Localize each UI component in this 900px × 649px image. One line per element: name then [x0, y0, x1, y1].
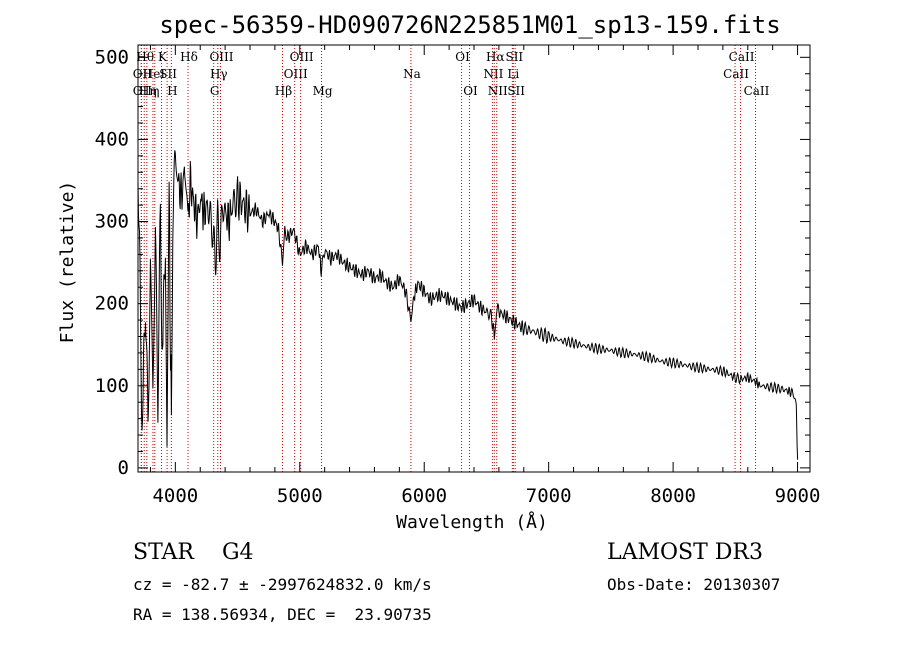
x-tick-label-4: 8000 — [650, 485, 696, 507]
y-tick-label-4: 400 — [95, 128, 129, 150]
x-tick-label-0: 4000 — [152, 485, 198, 507]
x-tick-label-2: 6000 — [401, 485, 447, 507]
line-label-4: HeI — [143, 67, 166, 81]
line-label-27: CaII — [729, 50, 755, 64]
line-label-14: OIII — [284, 67, 308, 81]
line-label-13: Hβ — [275, 84, 292, 98]
x-axis-ticks: 4000 5000 6000 7000 8000 9000 — [149, 45, 821, 507]
y-axis-label: Flux (relative) — [57, 181, 78, 344]
y-tick-label-0: 0 — [118, 457, 129, 479]
object-class: STAR G4 — [133, 540, 254, 565]
line-label-18: OI — [455, 50, 470, 64]
line-label-6: K — [158, 50, 168, 64]
line-label-9: Hδ — [180, 50, 198, 64]
observation-date: Obs-Date: 20130307 — [607, 575, 781, 594]
line-label-16: Mg — [313, 84, 333, 98]
line-label-5: η — [152, 84, 159, 98]
line-label-8: H — [167, 84, 177, 98]
line-label-19: OI — [463, 84, 478, 98]
line-label-17: Na — [403, 67, 421, 81]
line-label-25: SII — [507, 84, 525, 98]
survey-name: LAMOST DR3 — [607, 540, 763, 565]
y-tick-label-1: 100 — [95, 375, 129, 397]
y-tick-label-3: 300 — [95, 211, 129, 233]
emission-line-markers: OIIOIIHθHηHeIηKSIIHHδGHγOIIIHβOIIIOIIIMg… — [133, 45, 770, 472]
line-label-3: Hη — [139, 84, 157, 98]
line-label-20: NII — [483, 67, 503, 81]
redshift-line: cz = -82.7 ± -2997624832.0 km/s — [133, 575, 432, 594]
y-tick-label-5: 500 — [95, 46, 129, 68]
coordinates-line: RA = 138.56934, DEC = 23.90735 — [133, 605, 432, 624]
line-label-11: Hγ — [210, 67, 228, 81]
chart-title: spec-56359-HD090726N225851M01_sp13-159.f… — [159, 11, 780, 39]
line-label-24: SII — [505, 50, 523, 64]
line-label-7: SII — [159, 67, 177, 81]
x-tick-label-1: 5000 — [277, 485, 323, 507]
spectrum-series — [137, 150, 799, 460]
y-axis-ticks: 0 100 200 300 400 500 — [95, 46, 810, 479]
x-tick-label-5: 9000 — [775, 485, 821, 507]
line-label-22: NII — [488, 84, 508, 98]
line-label-15: OIII — [290, 50, 314, 64]
line-label-23: Li — [507, 67, 519, 81]
series-flux — [137, 150, 799, 460]
line-label-28: CaII — [744, 84, 770, 98]
line-label-21: Hα — [486, 50, 505, 64]
line-label-10: G — [210, 84, 220, 98]
plot-frame — [137, 44, 811, 473]
line-label-26: CaII — [723, 67, 749, 81]
line-label-12: OIII — [209, 50, 233, 64]
y-tick-label-2: 200 — [95, 293, 129, 315]
x-tick-label-3: 7000 — [526, 485, 572, 507]
x-axis-label: Wavelength (Å) — [396, 511, 548, 533]
